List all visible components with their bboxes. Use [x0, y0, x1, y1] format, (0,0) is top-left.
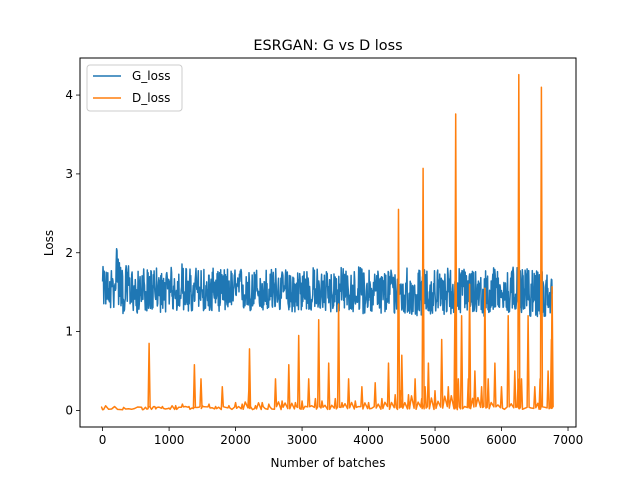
axes-frame — [79, 57, 577, 428]
legend-d-loss-label: D_loss — [132, 91, 170, 105]
x-tick-label: 7000 — [553, 433, 584, 447]
x-tick-label: 1000 — [154, 433, 185, 447]
y-tick-label: 0 — [65, 403, 73, 417]
plot-area — [100, 73, 554, 411]
y-tick-label: 4 — [65, 88, 73, 102]
y-tick-label: 3 — [65, 167, 73, 181]
x-tick-label: 0 — [99, 433, 107, 447]
y-axis-ticks: 0 1 2 3 4 — [65, 88, 80, 417]
x-axis-ticks: 0 1000 2000 3000 4000 5000 6000 7000 — [99, 427, 584, 447]
x-tick-label: 6000 — [486, 433, 517, 447]
d-loss-line — [100, 73, 554, 411]
g-loss-line — [101, 248, 553, 318]
chart-title: ESRGAN: G vs D loss — [253, 38, 402, 54]
legend-g-loss-label: G_loss — [132, 69, 170, 83]
legend: G_loss D_loss — [86, 64, 183, 112]
x-tick-label: 5000 — [420, 433, 451, 447]
y-axis-label: Loss — [42, 230, 56, 256]
x-tick-label: 3000 — [287, 433, 318, 447]
y-tick-label: 2 — [65, 246, 73, 260]
x-axis-label: Number of batches — [271, 456, 386, 470]
x-tick-label: 2000 — [220, 433, 251, 447]
x-tick-label: 4000 — [353, 433, 384, 447]
y-tick-label: 1 — [65, 325, 73, 339]
